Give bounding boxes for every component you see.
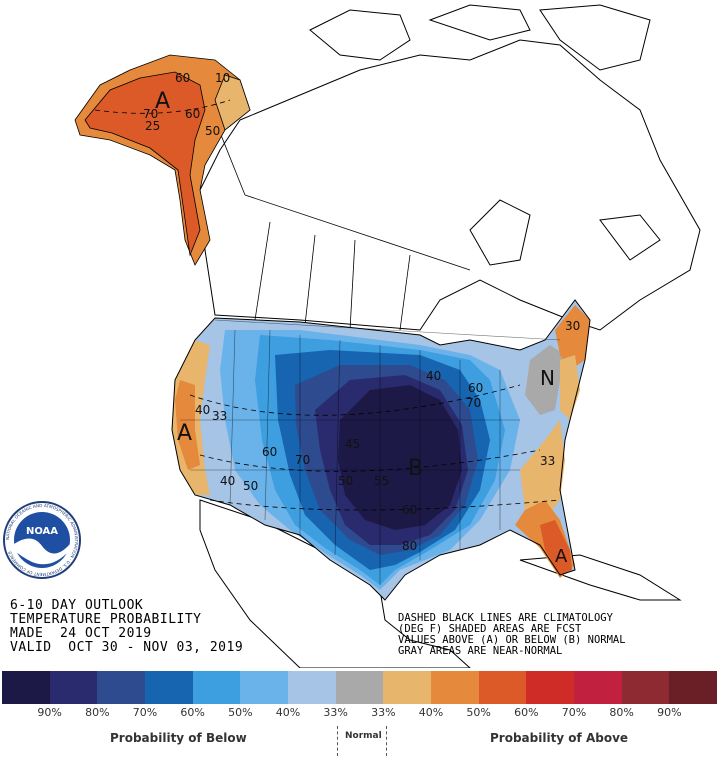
legend-percent-label: 80% bbox=[609, 706, 634, 719]
legend-swatch bbox=[240, 671, 289, 704]
contour-label: 60 bbox=[185, 107, 200, 121]
legend-swatch bbox=[478, 671, 527, 704]
legend-above-label: Probability of Above bbox=[490, 731, 629, 745]
legend-swatch bbox=[669, 671, 718, 704]
legend-percent-label: 40% bbox=[418, 706, 444, 719]
noaa-logo-text: NOAA bbox=[26, 526, 58, 537]
outlook-valid-range: VALID OCT 30 - NOV 03, 2019 bbox=[10, 640, 244, 655]
legend-percent-row: 90% 80% 70% 60% 50% 40% 33% 33% 40% 50% 60% 70% 80% 9… bbox=[2, 706, 717, 720]
legend-percent-label: 70% bbox=[561, 706, 587, 719]
contour-label: 50 bbox=[243, 479, 258, 493]
legend-swatch bbox=[192, 671, 241, 704]
contour-label: 70 bbox=[466, 396, 481, 410]
legend-percent-label: 90% bbox=[37, 706, 62, 719]
legend-percent-label: 50% bbox=[228, 706, 253, 719]
note-line: DASHED BLACK LINES ARE CLIMATOLOGY bbox=[398, 612, 613, 624]
legend-swatch bbox=[145, 671, 193, 704]
contour-label: 60 bbox=[402, 503, 417, 517]
contour-label: 70 bbox=[143, 107, 158, 121]
florida-category-label: A bbox=[555, 546, 568, 567]
contour-label: 80 bbox=[402, 539, 417, 553]
note-line: (DEG F) SHADED AREAS ARE FCST bbox=[398, 623, 582, 635]
contour-label: 30 bbox=[565, 319, 580, 333]
legend-swatch bbox=[574, 671, 622, 704]
legend-swatch bbox=[335, 671, 384, 704]
legend-percent-label: 60% bbox=[180, 706, 205, 719]
legend-percent-label: 33% bbox=[371, 706, 396, 719]
legend-swatch bbox=[288, 671, 336, 704]
land-outlines bbox=[199, 4, 701, 331]
climatology-lines bbox=[94, 99, 561, 511]
legend-percent-label: 50% bbox=[466, 706, 491, 719]
state-borders bbox=[180, 319, 561, 585]
legend-percent-label: 40% bbox=[275, 706, 301, 719]
contour-label: 70 bbox=[295, 453, 310, 467]
legend-swatch bbox=[97, 671, 146, 704]
alaska-category-label: A bbox=[155, 89, 170, 114]
conus-shading bbox=[172, 300, 590, 600]
legend-percent-label: 90% bbox=[657, 706, 682, 719]
legend-normal-label: Normal bbox=[345, 731, 382, 741]
contour-label: 40 bbox=[195, 403, 210, 417]
contour-label: 55 bbox=[374, 474, 389, 488]
contour-label: 40 bbox=[220, 474, 235, 488]
legend-percent-label: 80% bbox=[85, 706, 110, 719]
outlook-map: A A B N A 60 10 70 60 50 25 40 33 60 70 … bbox=[3, 4, 701, 668]
contour-labels: 60 10 70 60 50 25 40 33 60 70 40 50 45 5… bbox=[143, 71, 580, 553]
note-line: VALUES ABOVE (A) OR BELOW (B) NORMAL bbox=[398, 634, 626, 646]
contour-label: 60 bbox=[262, 445, 277, 459]
legend-percent-label: 70% bbox=[132, 706, 158, 719]
outlook-made-date: MADE 24 OCT 2019 bbox=[10, 626, 152, 641]
conus-outline bbox=[171, 299, 591, 601]
central-category-label: B bbox=[408, 456, 423, 481]
contour-label: 45 bbox=[345, 437, 360, 451]
legend-separator bbox=[337, 726, 338, 756]
contour-label: 50 bbox=[338, 474, 353, 488]
legend-swatch bbox=[2, 671, 50, 704]
outlook-title: 6-10 DAY OUTLOOK bbox=[10, 598, 144, 613]
west-coast-category-label: A bbox=[177, 421, 192, 446]
contour-label: 25 bbox=[145, 119, 160, 133]
contour-label: 60 bbox=[468, 381, 483, 395]
outlook-subtitle: TEMPERATURE PROBABILITY bbox=[10, 612, 202, 627]
contour-label: 60 bbox=[175, 71, 190, 85]
legend-swatch bbox=[49, 671, 98, 704]
contour-label: 33 bbox=[212, 409, 227, 423]
noaa-logo: NOAA NATIONAL OCEANIC AND ATMOSPHERIC AD… bbox=[3, 501, 81, 579]
legend-color-bar bbox=[2, 671, 718, 704]
legend-percent-label: 33% bbox=[323, 706, 348, 719]
contour-label: 33 bbox=[540, 454, 555, 468]
legend-below-label: Probability of Below bbox=[110, 731, 247, 745]
legend-swatch bbox=[621, 671, 670, 704]
northeast-category-label: N bbox=[540, 366, 555, 390]
contour-label: 40 bbox=[426, 369, 441, 383]
legend-percent-label: 60% bbox=[514, 706, 539, 719]
legend-swatch bbox=[526, 671, 575, 704]
note-line: GRAY AREAS ARE NEAR-NORMAL bbox=[398, 645, 563, 657]
alaska-region bbox=[74, 54, 251, 266]
legend-separator bbox=[386, 726, 387, 756]
legend-swatch bbox=[383, 671, 432, 704]
contour-label: 50 bbox=[205, 124, 220, 138]
contour-label: 10 bbox=[215, 71, 230, 85]
legend-swatch bbox=[431, 671, 479, 704]
